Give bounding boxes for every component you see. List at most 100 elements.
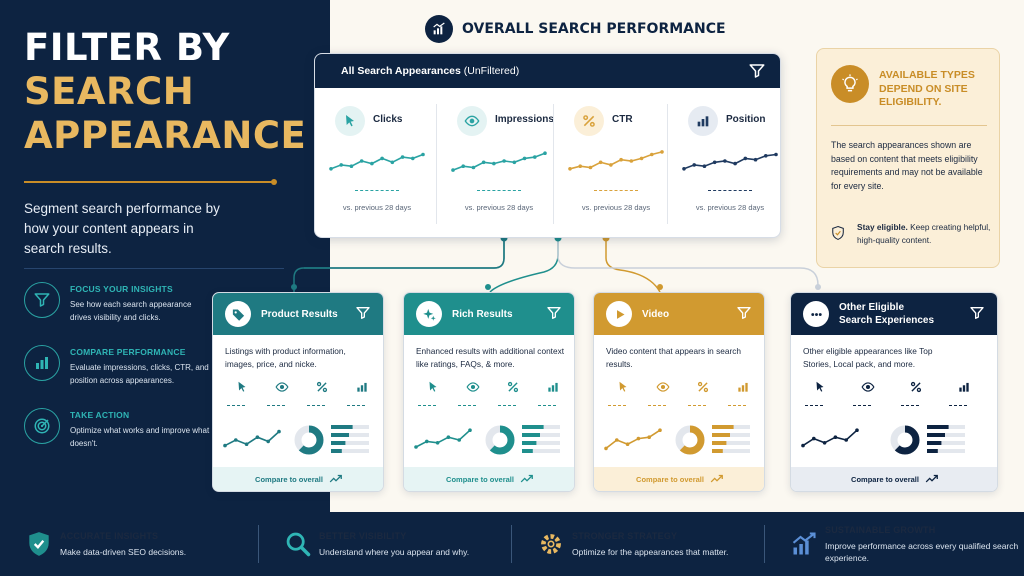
cursor-icon xyxy=(429,381,437,392)
percent-icon xyxy=(316,381,328,393)
trend-point xyxy=(380,156,384,161)
overall-card-header: All Search Appearances (UnFiltered) xyxy=(315,54,780,88)
appearance-card-2[interactable]: Rich Results Enhanced results with addit… xyxy=(403,292,575,492)
compare-to-overall-link[interactable]: Compare to overall xyxy=(791,467,997,491)
card-header: Video xyxy=(594,293,764,335)
trend-up-icon xyxy=(329,474,342,483)
card-header: Other Eligible Search Experiences xyxy=(791,293,997,335)
trend-point xyxy=(604,446,608,451)
compare-to-overall-link[interactable]: Compare to overall xyxy=(594,467,764,491)
metric-comparison: vs. previous 28 days xyxy=(695,203,765,212)
trend-point xyxy=(481,160,486,165)
bar-fill xyxy=(927,425,949,429)
section-header: OVERALL SEARCH PERFORMANCE xyxy=(425,15,726,43)
metric-impressions[interactable]: Impressions vs. previous 28 days xyxy=(441,94,557,234)
trend-point xyxy=(266,439,270,444)
feature-action: TAKE ACTION Optimize what works and impro… xyxy=(24,408,314,450)
left-panel: FILTER BY SEARCH APPEARANCE Segment sear… xyxy=(0,0,330,512)
filter-icon[interactable] xyxy=(355,305,371,321)
benefit-text: Understand where you appear and why. xyxy=(319,546,470,557)
trend-point xyxy=(702,164,707,168)
filter-icon[interactable] xyxy=(736,305,752,321)
sidebar-divider xyxy=(24,268,284,269)
percent-icon xyxy=(507,381,519,393)
metric-sparkline xyxy=(451,151,547,172)
appearance-card-1[interactable]: Product Results Listings with product in… xyxy=(212,292,384,492)
trend-line xyxy=(224,431,280,447)
eye-icon xyxy=(275,382,289,392)
cursor-icon xyxy=(335,106,365,136)
metric-value-placeholder xyxy=(728,405,746,406)
trend-point xyxy=(421,152,425,157)
card-description: Video content that appears in search res… xyxy=(606,346,741,369)
bar-fill xyxy=(712,449,723,453)
benefit-text: Make data-driven SEO decisions. xyxy=(60,546,187,557)
trend-line xyxy=(802,429,858,447)
feature-focus: FOCUS YOUR INSIGHTS See how each search a… xyxy=(24,282,314,324)
bar-track xyxy=(331,441,369,445)
metric-ctr[interactable]: CTR vs. previous 28 days xyxy=(558,94,674,234)
trend-point xyxy=(636,436,641,441)
footer-label: Compare to overall xyxy=(636,474,704,484)
trend-point xyxy=(543,151,547,155)
bar-chart-icon xyxy=(959,382,969,392)
bar-fill xyxy=(331,425,353,429)
trend-point xyxy=(502,159,506,163)
metric-sparkline xyxy=(329,152,425,171)
trend-point xyxy=(801,443,805,448)
metric-clicks[interactable]: Clicks vs. previous 28 days xyxy=(319,94,435,234)
cursor-icon xyxy=(238,381,246,392)
cursor-icon xyxy=(816,381,824,392)
overall-performance-card[interactable]: All Search Appearances (UnFiltered) Clic… xyxy=(314,53,781,238)
metric-sparkline xyxy=(682,152,778,171)
cursor-icon xyxy=(619,381,627,392)
bar-fill xyxy=(927,449,938,453)
trend-line xyxy=(330,153,424,170)
bar-track xyxy=(522,441,560,445)
trend-point xyxy=(598,160,603,165)
metric-value-placeholder xyxy=(708,190,752,191)
compare-to-overall-link[interactable]: Compare to overall xyxy=(213,467,383,491)
filter-icon[interactable] xyxy=(748,62,766,80)
bar-chart-icon xyxy=(548,382,558,392)
bar-fill xyxy=(331,433,349,437)
footer-label: Compare to overall xyxy=(851,474,919,484)
card-mini-charts xyxy=(414,425,560,455)
search-icon xyxy=(286,532,311,557)
donut-segment xyxy=(485,425,515,455)
appearance-card-4[interactable]: Other Eligible Search Experiences Other … xyxy=(790,292,998,492)
card-metric-icons xyxy=(606,380,756,404)
title-line-1: FILTER BY xyxy=(24,26,230,69)
compare-to-overall-link[interactable]: Compare to overall xyxy=(404,467,574,491)
metric-sparkline xyxy=(568,150,664,171)
benefit-growth: SUSTAINABLE GROWTH Improve performance ac… xyxy=(765,512,1023,576)
trend-up-icon xyxy=(520,474,533,483)
bar-chart-icon xyxy=(357,382,367,392)
metric-value-placeholder xyxy=(805,405,823,406)
intro-text: Segment search performance by how your c… xyxy=(24,201,220,256)
trend-point xyxy=(647,435,651,439)
feature-heading: TAKE ACTION xyxy=(70,410,130,420)
tip-bold: Stay eligible. xyxy=(857,222,908,232)
metric-value-placeholder xyxy=(498,405,516,406)
filter-icon[interactable] xyxy=(546,305,562,321)
appearance-card-3[interactable]: Video Video content that appears in sear… xyxy=(593,292,765,492)
trend-point xyxy=(461,164,466,168)
card-mini-charts xyxy=(223,425,369,455)
trend-line xyxy=(452,152,546,171)
bar-chart-icon xyxy=(688,106,718,136)
metric-position[interactable]: Position vs. previous 28 days xyxy=(672,94,780,234)
bar-fill xyxy=(522,433,540,437)
feature-heading: FOCUS YOUR INSIGHTS xyxy=(70,284,173,294)
play-icon xyxy=(606,301,632,327)
filter-icon[interactable] xyxy=(969,305,985,321)
title-divider xyxy=(24,179,277,185)
metric-value-placeholder xyxy=(608,405,626,406)
metric-value-placeholder xyxy=(477,190,521,191)
benefit-heading: ACCURATE INSIGHTS xyxy=(60,530,159,541)
bar-track xyxy=(522,433,560,437)
trend-point xyxy=(359,159,364,163)
trend-line xyxy=(683,153,777,170)
trend-line xyxy=(569,151,663,170)
metric-value-placeholder xyxy=(688,405,706,406)
